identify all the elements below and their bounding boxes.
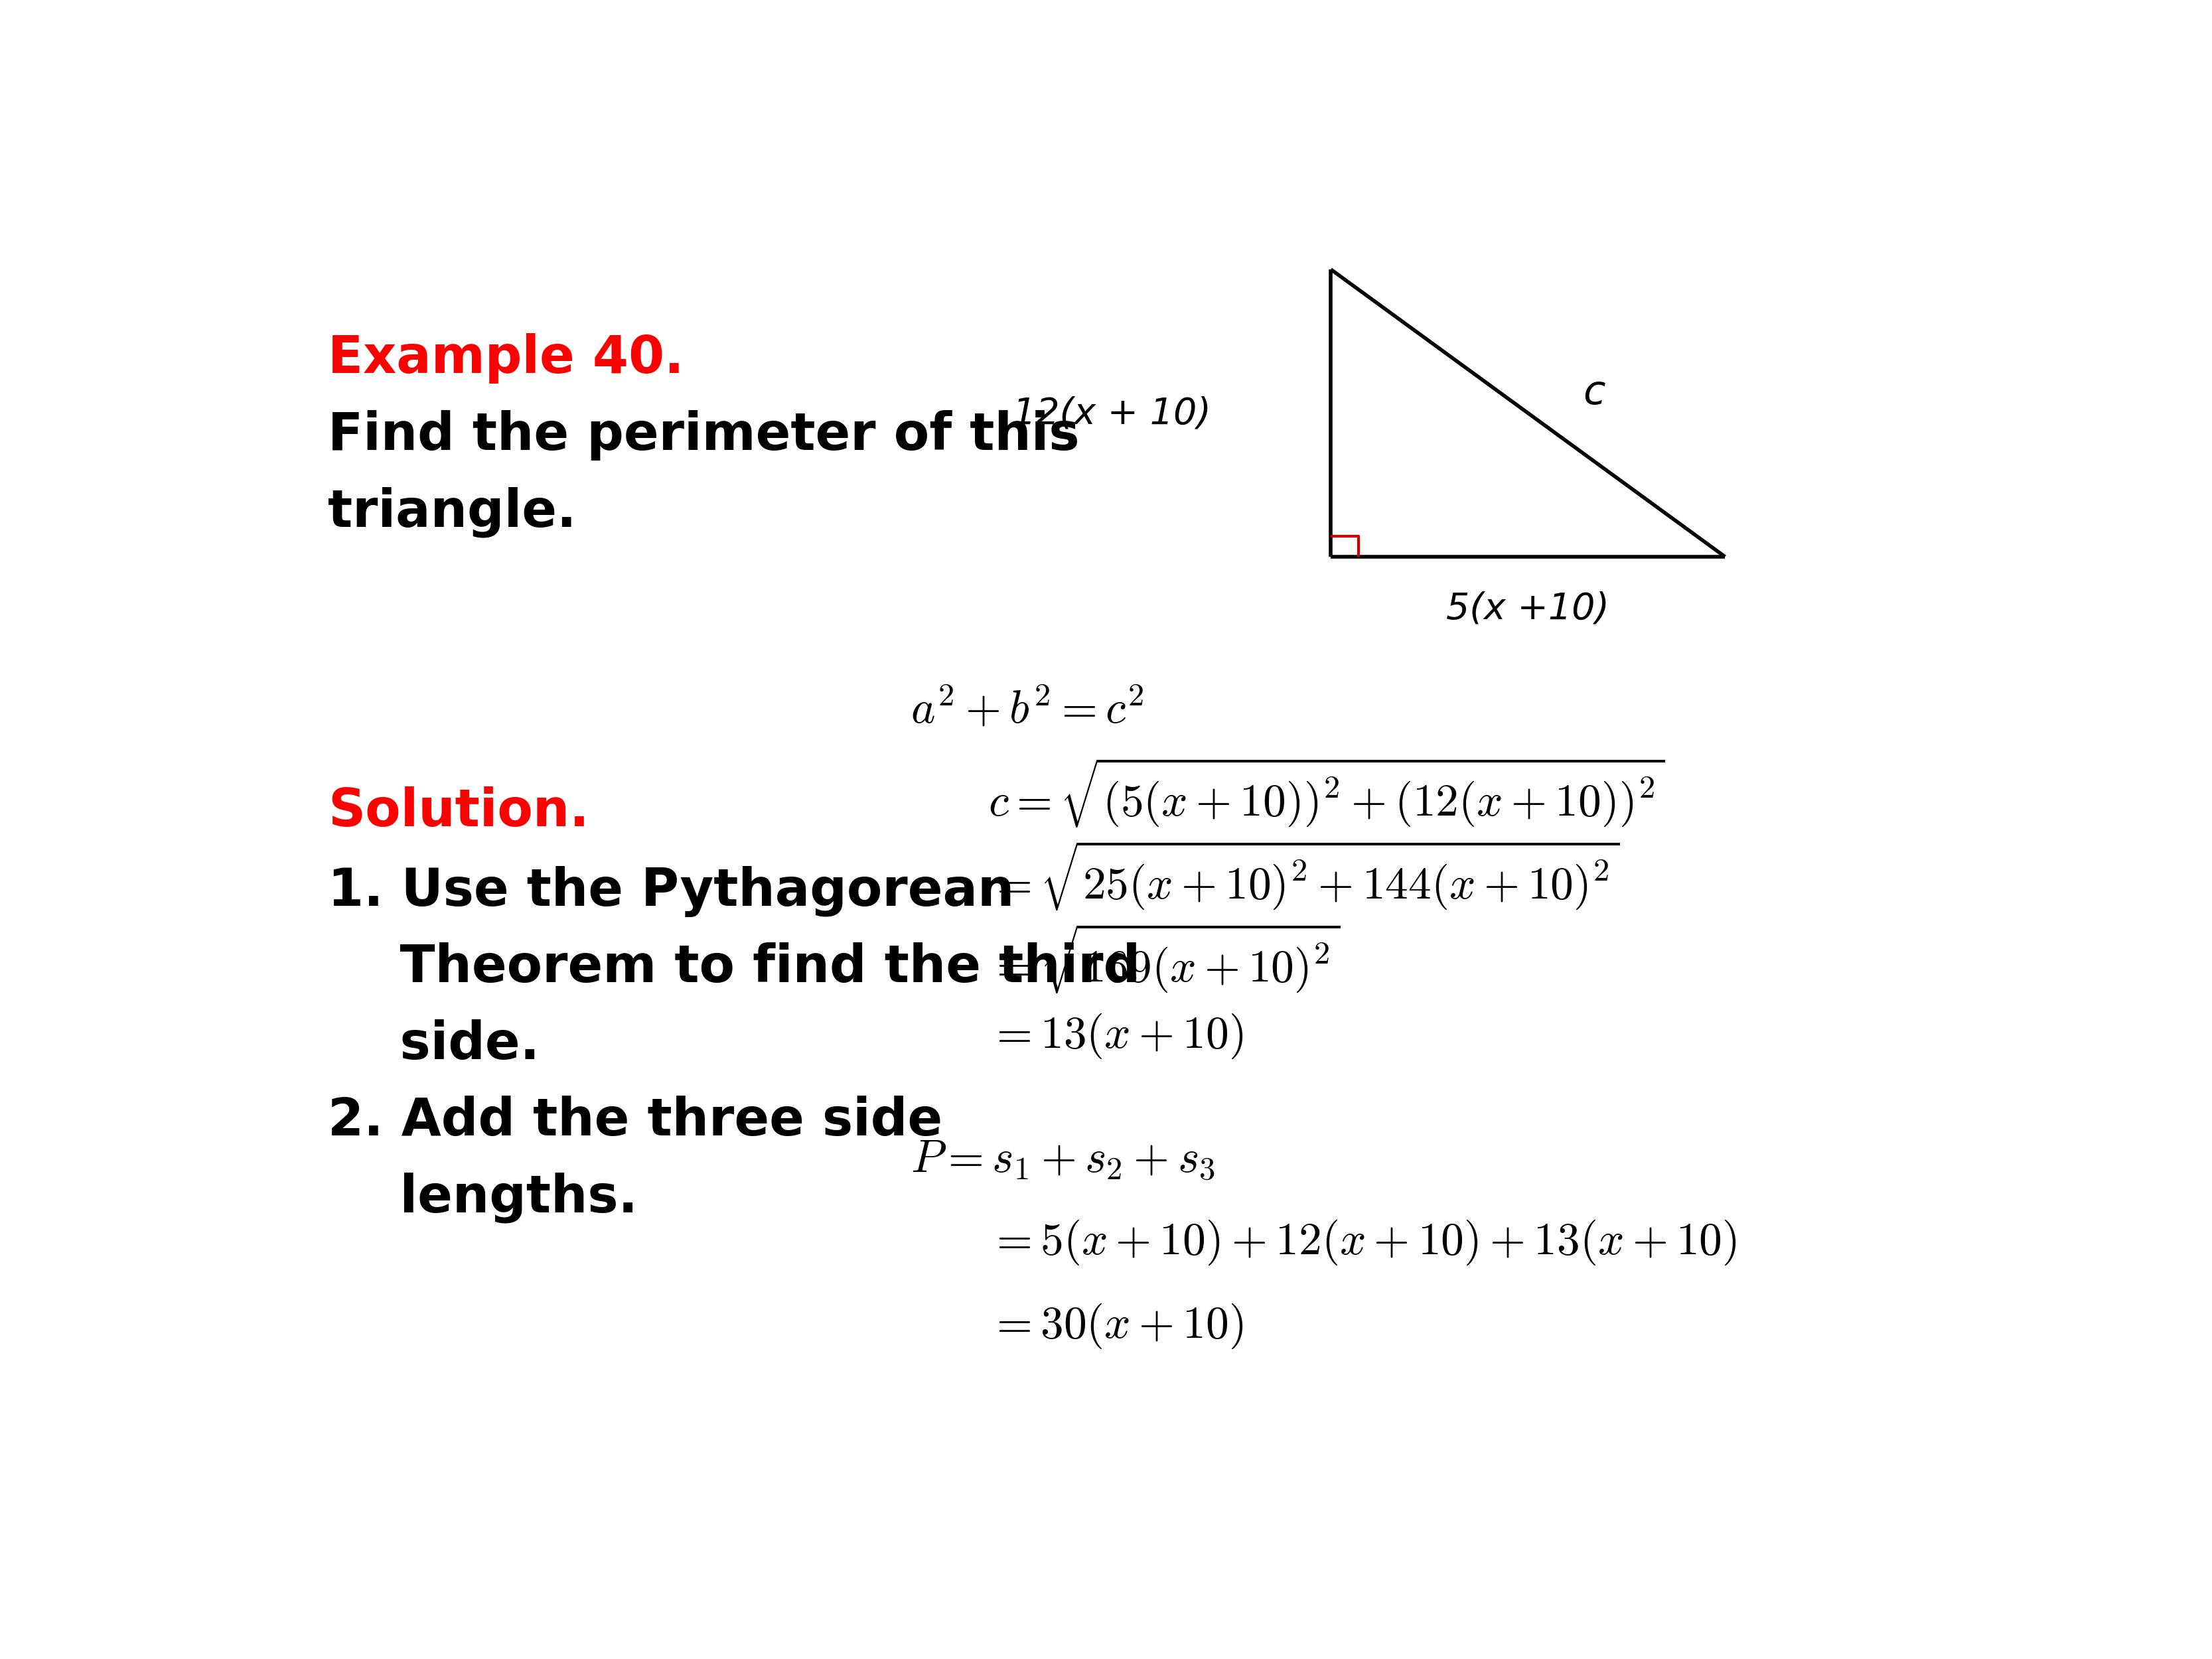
Text: 1. Use the Pythagorean: 1. Use the Pythagorean	[327, 866, 1015, 917]
Text: $=13(x+10)$: $=13(x+10)$	[989, 1012, 1243, 1060]
Text: 5(x +10): 5(x +10)	[1447, 591, 1610, 627]
Text: $=\sqrt{25(x+10)^{2}+144(x+10)^{2}}$: $=\sqrt{25(x+10)^{2}+144(x+10)^{2}}$	[989, 839, 1619, 912]
Text: $=30(x+10)$: $=30(x+10)$	[989, 1301, 1243, 1350]
Text: Solution.: Solution.	[327, 786, 588, 838]
Text: side.: side.	[327, 1019, 540, 1070]
Text: Theorem to find the third: Theorem to find the third	[327, 942, 1141, 994]
Text: 12(x + 10): 12(x + 10)	[1013, 397, 1210, 431]
Text: Example 40.: Example 40.	[327, 333, 684, 383]
Text: $c=\sqrt{(5(x+10))^{2}+(12(x+10))^{2}}$: $c=\sqrt{(5(x+10))^{2}+(12(x+10))^{2}}$	[989, 757, 1666, 830]
Text: 2. Add the three side: 2. Add the three side	[327, 1097, 942, 1146]
Text: Find the perimeter of this: Find the perimeter of this	[327, 410, 1079, 460]
Text: c: c	[1584, 373, 1606, 413]
Text: $a^{2}+b^{2}=c^{2}$: $a^{2}+b^{2}=c^{2}$	[911, 687, 1144, 733]
Text: lengths.: lengths.	[327, 1173, 637, 1223]
Text: $=5(x+10)+12(x+10)+13(x+10)$: $=5(x+10)+12(x+10)+13(x+10)$	[989, 1218, 1736, 1267]
Text: $P=s_{1}+s_{2}+s_{3}$: $P=s_{1}+s_{2}+s_{3}$	[911, 1138, 1214, 1181]
Text: $=\sqrt{169(x+10)^{2}}$: $=\sqrt{169(x+10)^{2}}$	[989, 922, 1340, 995]
Text: triangle.: triangle.	[327, 486, 577, 538]
